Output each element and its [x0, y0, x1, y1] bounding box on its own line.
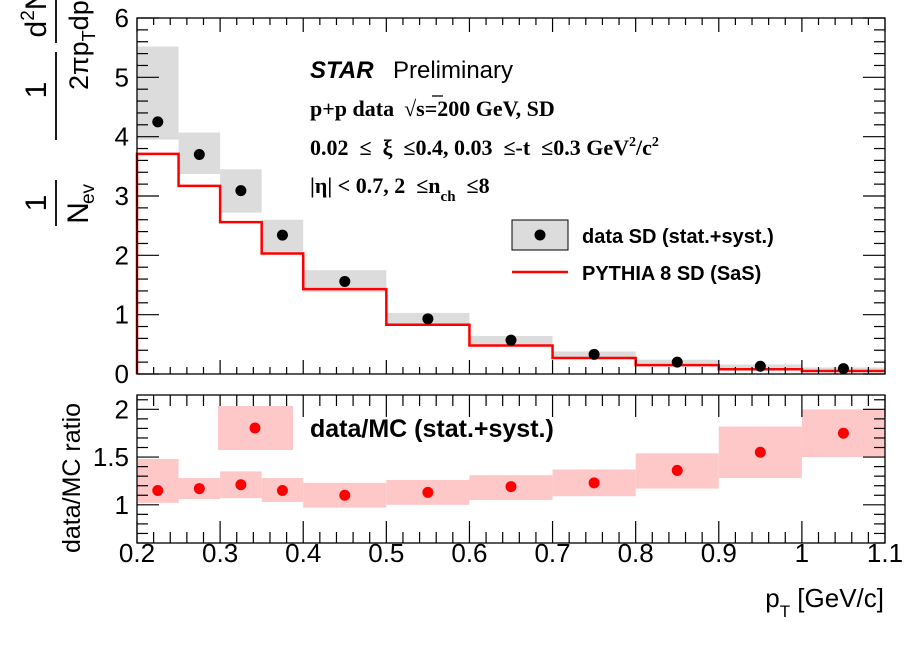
experiment-label: STAR	[310, 57, 374, 84]
ratio-axis-ticks	[136, 395, 886, 544]
data-point	[339, 275, 351, 287]
y-tick-label: 6	[115, 3, 129, 33]
data-point	[837, 363, 849, 375]
spectrum-y-tick-labels: 0 1 2 3 4 5 6	[115, 3, 129, 389]
legend-entry-pythia: PYTHIA 8 SD (SaS)	[512, 263, 761, 285]
y-tick-label: 1	[115, 300, 129, 330]
x-tick-label: 0.2	[119, 538, 155, 568]
y-tick-label: 3	[115, 181, 129, 211]
ratio-legend-label: data/MC (stat.+syst.)	[310, 415, 554, 443]
ratio-frame	[136, 394, 886, 544]
ratio-point	[837, 427, 849, 439]
ratio-y-tick-labels: 11.52	[93, 394, 129, 519]
x-tick-labels: 0.2 0.3 0.4 0.5 0.6 0.7 0.8 0.9 1 1.1	[119, 538, 903, 568]
data-syst-bands	[137, 46, 885, 370]
data-point	[152, 116, 164, 128]
y-num-2: d2N	[18, 0, 53, 37]
spectrum-panel: 0 1 2 3 4 5 6 1 N ev 1 d2N 2πpTdpTdη STAR Prel…	[18, 0, 886, 389]
ratio-point	[235, 479, 247, 491]
y-den: 2πpTdpTdη	[64, 0, 99, 90]
ratio-y-tick-label: 1	[115, 490, 129, 520]
spectrum-legend: data SD (stat.+syst.) PYTHIA 8 SD (SaS)	[511, 219, 774, 285]
ratio-syst-band	[137, 458, 179, 503]
ratio-point	[193, 483, 205, 495]
ratio-point	[754, 446, 766, 458]
y-tick-label: 2	[115, 240, 129, 270]
ratio-point	[505, 481, 517, 493]
data-point	[235, 185, 247, 197]
spectrum-y-axis-label: 1 N ev 1 d2N 2πpTdpTdη	[18, 0, 99, 226]
ratio-points	[152, 427, 849, 501]
ratio-legend-marker	[249, 422, 261, 434]
legend-data-label: data SD (stat.+syst.)	[582, 226, 774, 248]
data-point	[588, 348, 600, 360]
y-prefix-den: N	[62, 202, 95, 224]
ratio-point	[276, 484, 288, 496]
data-point	[276, 229, 288, 241]
y-prefix-num: 1	[20, 195, 53, 212]
ratio-point	[339, 489, 351, 501]
x-tick-label: 0.5	[368, 538, 404, 568]
x-tick-label: 0.8	[618, 538, 654, 568]
kinematic-cuts-label: 0.02 ≤ ξ ≤0.4, 0.03 ≤-t ≤0.3 GeV2/c2	[310, 135, 659, 160]
ratio-point	[422, 486, 434, 498]
y-tick-label: 4	[115, 122, 129, 152]
ratio-panel: 11.52 0.2 0.3 0.4 0.5 0.6 0.7 0.8 0.9 1 1.1 data/…	[58, 394, 903, 621]
ratio-syst-bands	[137, 409, 885, 508]
x-tick-label: 0.4	[285, 538, 321, 568]
data-point	[422, 313, 434, 325]
y-tick-label: 5	[115, 62, 129, 92]
data-point	[671, 356, 683, 368]
x-tick-label: 1.1	[867, 538, 903, 568]
legend-entry-data: data SD (stat.+syst.)	[511, 219, 774, 251]
spectrum-annotations: STAR Preliminary p+p data √s=200 GeV, SD …	[310, 57, 659, 205]
data-point	[505, 334, 517, 346]
ratio-legend: data/MC (stat.+syst.)	[218, 406, 554, 450]
ratio-point	[152, 484, 164, 496]
y-num-1: 1	[20, 82, 53, 99]
x-tick-label: 0.3	[202, 538, 238, 568]
ratio-y-tick-label: 2	[115, 394, 129, 424]
dataset-label: p+p data √s=200 GeV, SD	[310, 96, 555, 121]
spectrum-axis-ticks	[136, 17, 886, 375]
ratio-point	[588, 477, 600, 489]
y-prefix-den-sub: ev	[78, 183, 99, 204]
x-axis-label: pT [GeV/c]	[765, 583, 884, 621]
preliminary-label: Preliminary	[393, 57, 513, 84]
x-tick-label: 0.9	[701, 538, 737, 568]
legend-pythia-label: PYTHIA 8 SD (SaS)	[582, 263, 761, 285]
ratio-y-tick-label: 1.5	[93, 442, 129, 472]
data-points	[152, 116, 849, 375]
ratio-point	[671, 464, 683, 476]
acceptance-label: |η| < 0.7, 2 ≤nch ≤8	[310, 173, 490, 205]
x-tick-label: 1	[795, 538, 809, 568]
data-point	[754, 360, 766, 372]
x-tick-label: 0.6	[451, 538, 487, 568]
x-tick-label: 0.7	[534, 538, 570, 568]
legend-data-marker	[534, 229, 546, 241]
ratio-y-axis-label: data/MC ratio	[58, 403, 86, 553]
y-tick-label: 0	[115, 359, 129, 389]
data-point	[193, 148, 205, 160]
